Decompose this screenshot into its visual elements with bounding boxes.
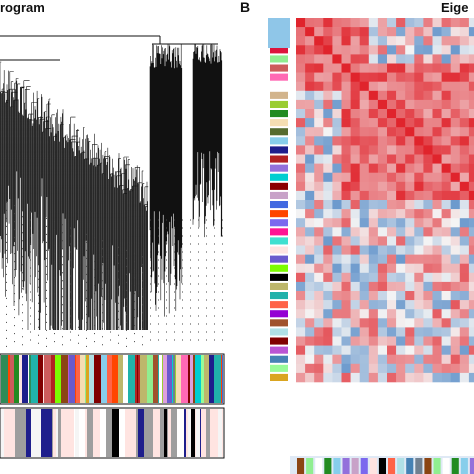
panel-a-title: rogram (0, 0, 45, 15)
module-color-bar-1 (0, 353, 225, 405)
heatmap-module-bottombar (290, 456, 474, 474)
module-color-bar-2 (0, 407, 225, 459)
gene-dendrogram (0, 35, 223, 347)
eigengene-adjacency-heatmap (296, 18, 474, 383)
panel-b-title: Eige (441, 0, 469, 15)
panel-b-letter: B (240, 0, 251, 15)
heatmap-module-sidebar (262, 18, 290, 382)
